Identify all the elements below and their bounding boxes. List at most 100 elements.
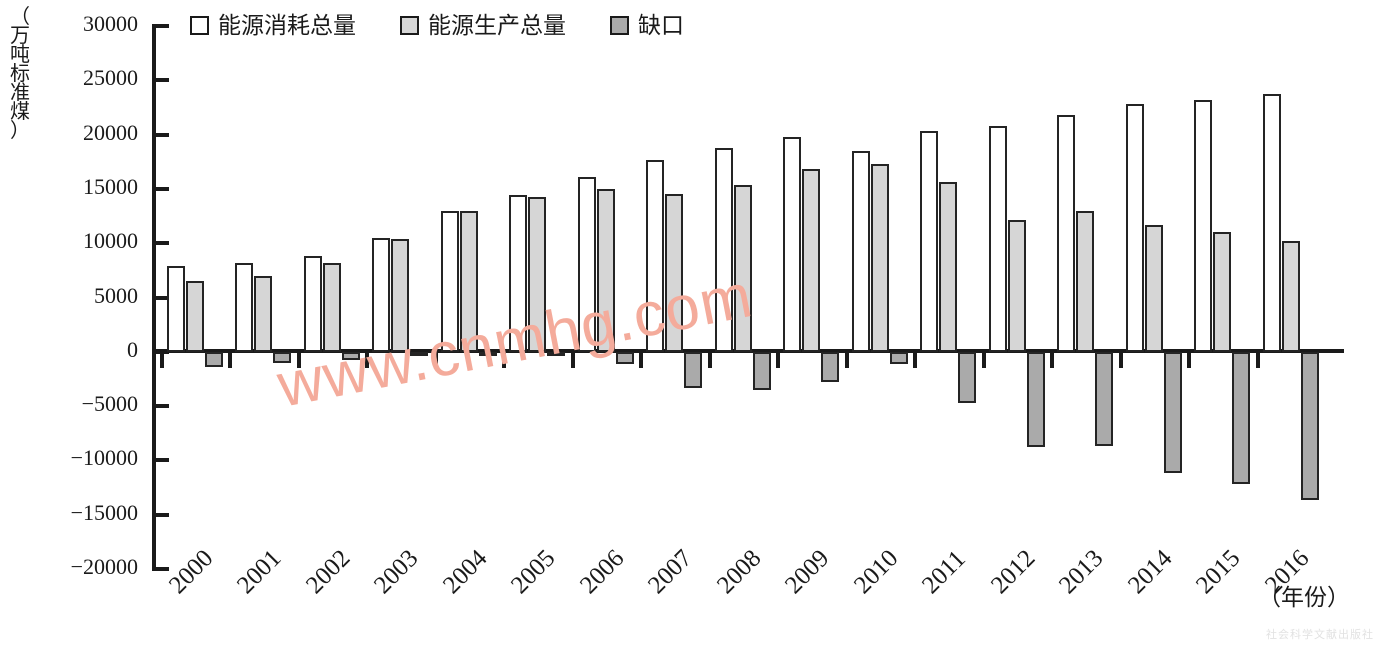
bar-consumption[interactable] — [1057, 115, 1076, 352]
bar-consumption[interactable] — [509, 195, 528, 352]
bar-gap[interactable] — [273, 351, 292, 363]
bar-consumption[interactable] — [988, 125, 1007, 352]
bar-production[interactable] — [939, 181, 958, 352]
bar-gap[interactable] — [1163, 351, 1182, 474]
bar-gap[interactable] — [889, 351, 908, 364]
bar-gap[interactable] — [752, 351, 771, 390]
x-axis-tick — [707, 353, 712, 368]
bar-production[interactable] — [1213, 231, 1232, 352]
legend-item[interactable]: 能源生产总量 — [400, 14, 566, 37]
y-axis-tick-label: 30000 — [83, 11, 138, 36]
white-square-swatch — [190, 16, 209, 35]
y-axis-tick — [152, 132, 169, 137]
bar-production[interactable] — [870, 163, 889, 352]
bar-consumption[interactable] — [920, 131, 939, 352]
y-axis-tick — [152, 295, 169, 300]
y-axis-tick — [152, 458, 169, 463]
y-axis-tick — [152, 186, 169, 191]
y-axis-caption-char: 煤 — [10, 101, 30, 123]
x-axis-tick — [433, 353, 438, 368]
y-axis-tick — [152, 349, 169, 354]
bar-gap[interactable] — [958, 351, 977, 403]
x-axis-caption: （年份） — [1258, 585, 1350, 610]
x-axis-tick — [981, 353, 986, 368]
chart-legend: 能源消耗总量 能源生产总量 缺口 — [190, 14, 684, 37]
y-axis-caption: （万吨标准煤） — [6, 6, 34, 142]
bar-production[interactable] — [665, 194, 684, 352]
x-axis-tick — [1187, 353, 1192, 368]
legend-item-label: 能源生产总量 — [428, 13, 566, 38]
y-axis-caption-char: 吨 — [10, 44, 30, 66]
bar-consumption[interactable] — [235, 262, 254, 352]
y-axis-tick-label: −20000 — [70, 554, 138, 579]
legend-item[interactable]: 缺口 — [610, 14, 684, 37]
x-axis-tick — [1118, 353, 1123, 368]
x-axis-tick — [365, 353, 370, 368]
x-axis-tick — [844, 353, 849, 368]
bar-gap[interactable] — [341, 351, 360, 361]
x-axis-tick — [296, 353, 301, 368]
bar-gap[interactable] — [410, 351, 429, 356]
bar-consumption[interactable] — [1194, 100, 1213, 352]
bar-consumption[interactable] — [646, 159, 665, 352]
y-axis-caption-char: 准 — [10, 82, 30, 104]
y-axis-tick-label: −15000 — [70, 499, 138, 525]
bar-consumption[interactable] — [440, 210, 459, 352]
bar-production[interactable] — [322, 263, 341, 352]
y-axis-caption-char: 万 — [10, 25, 30, 47]
x-axis-tick — [160, 353, 164, 368]
y-axis-tick — [152, 241, 169, 246]
bar-production[interactable] — [186, 281, 204, 352]
x-axis-tick — [228, 353, 233, 368]
x-axis-tick — [776, 353, 781, 368]
y-axis-tick-label: 15000 — [83, 173, 138, 199]
bar-consumption[interactable] — [1262, 93, 1281, 352]
plot-area — [152, 24, 1344, 571]
bar-gap[interactable] — [478, 351, 497, 356]
y-axis-tick — [152, 404, 169, 409]
y-axis-tick-label: −10000 — [70, 445, 138, 471]
x-axis-tick — [502, 353, 507, 368]
y-axis-tick-label: 5000 — [94, 282, 138, 308]
bar-production[interactable] — [802, 169, 821, 352]
bar-consumption[interactable] — [783, 136, 802, 352]
bar-production[interactable] — [1076, 211, 1095, 352]
y-axis-tick-label: 25000 — [83, 65, 138, 91]
bar-consumption[interactable] — [1125, 104, 1144, 352]
bar-consumption[interactable] — [303, 256, 322, 352]
bar-production[interactable] — [1144, 225, 1163, 352]
y-axis-tick — [152, 512, 169, 517]
light-gray-square-swatch — [400, 16, 419, 35]
bar-production[interactable] — [1281, 241, 1300, 352]
bar-gap[interactable] — [1232, 351, 1251, 484]
legend-item-label: 能源消耗总量 — [218, 13, 356, 38]
bar-production[interactable] — [254, 276, 273, 352]
bar-gap[interactable] — [1300, 351, 1319, 501]
bar-consumption[interactable] — [577, 176, 596, 352]
bar-gap[interactable] — [684, 351, 703, 389]
bar-production[interactable] — [528, 196, 547, 352]
legend-item[interactable]: 能源消耗总量 — [190, 14, 356, 37]
y-axis-caption-char: （ — [10, 6, 30, 28]
bar-gap[interactable] — [821, 351, 840, 383]
bar-production[interactable] — [1007, 220, 1026, 352]
bar-production[interactable] — [733, 185, 752, 352]
bar-production[interactable] — [391, 238, 410, 352]
bar-production[interactable] — [596, 189, 615, 352]
bar-gap[interactable] — [1026, 351, 1045, 447]
bar-gap[interactable] — [547, 351, 566, 356]
y-axis-tick — [152, 24, 169, 28]
x-axis-tick — [1050, 353, 1055, 368]
bar-consumption[interactable] — [851, 151, 870, 352]
bar-production[interactable] — [459, 211, 478, 352]
bar-consumption[interactable] — [372, 238, 391, 352]
bar-consumption[interactable] — [167, 266, 185, 352]
bar-consumption[interactable] — [714, 147, 733, 352]
bar-gap[interactable] — [615, 351, 634, 365]
bar-gap[interactable] — [205, 351, 223, 367]
y-axis-caption-char: ） — [10, 120, 30, 142]
bar-gap[interactable] — [1095, 351, 1114, 447]
y-axis-tick-label: 0 — [127, 336, 138, 362]
dark-gray-square-swatch — [610, 16, 629, 35]
